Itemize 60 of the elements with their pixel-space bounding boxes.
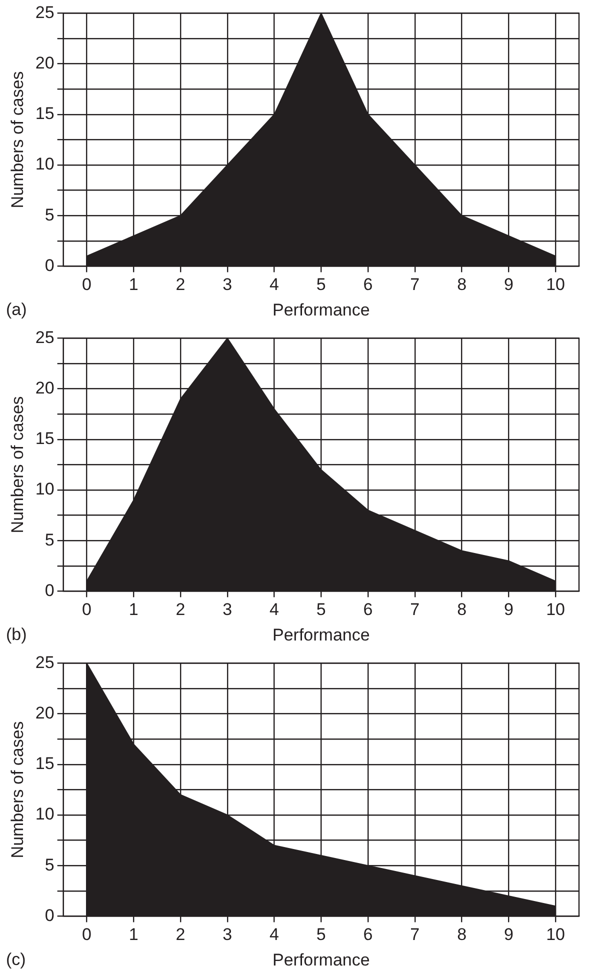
x-axis-title: Performance [272, 300, 370, 320]
x-tick-label: 8 [457, 925, 467, 944]
y-tick-label: 5 [44, 855, 54, 874]
x-tick-label: 8 [457, 600, 467, 620]
y-tick-label: 25 [35, 652, 54, 672]
y-tick-label: 0 [44, 256, 54, 275]
y-tick-label: 5 [44, 205, 54, 224]
text: (b) [6, 625, 27, 644]
x-tick-label: 8 [457, 275, 467, 294]
x-tick-label: 10 [546, 275, 566, 294]
y-tick-label: 25 [35, 328, 54, 347]
y-tick-label: 10 [35, 480, 54, 499]
x-tick-label: 1 [128, 600, 138, 620]
y-tick-label: 0 [44, 580, 54, 600]
x-tick-label: 5 [316, 600, 326, 620]
x-tick-label: 0 [82, 275, 92, 294]
y-tick-label: 10 [35, 154, 54, 174]
y-axis-title: Numbers of cases [8, 396, 27, 534]
x-tick-label: 0 [82, 925, 92, 944]
y-axis-title: Numbers of cases [8, 721, 27, 858]
x-tick-label: 9 [504, 275, 514, 294]
y-tick-label: 15 [35, 754, 54, 774]
y-tick-label: 20 [35, 703, 54, 722]
x-tick-label: 5 [316, 925, 326, 944]
x-tick-label: 2 [176, 275, 186, 294]
x-tick-label: 6 [363, 925, 373, 944]
text: (a) [6, 300, 27, 320]
x-tick-label: 2 [176, 925, 186, 944]
y-tick-label: 0 [44, 906, 54, 925]
y-axis-title: Numbers of cases [8, 71, 27, 208]
y-tick-label: 25 [35, 2, 54, 22]
x-tick-label: 2 [176, 600, 186, 620]
x-tick-label: 7 [410, 600, 420, 620]
x-tick-label: 4 [270, 275, 280, 294]
x-tick-label: 3 [222, 600, 232, 620]
x-axis-title: Performance [272, 625, 370, 644]
x-tick-label: 9 [504, 600, 514, 620]
x-tick-label: 7 [410, 275, 420, 294]
y-tick-label: 10 [35, 804, 54, 824]
text: (c) [6, 950, 26, 970]
y-tick-label: 15 [35, 104, 54, 124]
x-tick-label: 6 [363, 600, 373, 620]
x-tick-label: 0 [82, 600, 92, 620]
x-tick-label: 10 [546, 925, 566, 944]
x-tick-label: 9 [504, 925, 514, 944]
x-tick-label: 1 [128, 925, 138, 944]
y-tick-label: 15 [35, 429, 54, 448]
x-tick-label: 5 [316, 275, 326, 294]
x-tick-label: 1 [128, 275, 138, 294]
x-tick-label: 3 [222, 925, 232, 944]
x-tick-label: 4 [270, 925, 280, 944]
x-tick-label: 6 [363, 275, 373, 294]
y-tick-label: 20 [35, 378, 54, 398]
y-tick-label: 20 [35, 53, 54, 72]
x-tick-label: 3 [222, 275, 232, 294]
x-tick-label: 10 [546, 600, 566, 620]
y-tick-label: 5 [44, 530, 54, 550]
x-tick-label: 7 [410, 925, 420, 944]
x-axis-title: Performance [272, 950, 370, 970]
x-tick-label: 4 [270, 600, 280, 620]
